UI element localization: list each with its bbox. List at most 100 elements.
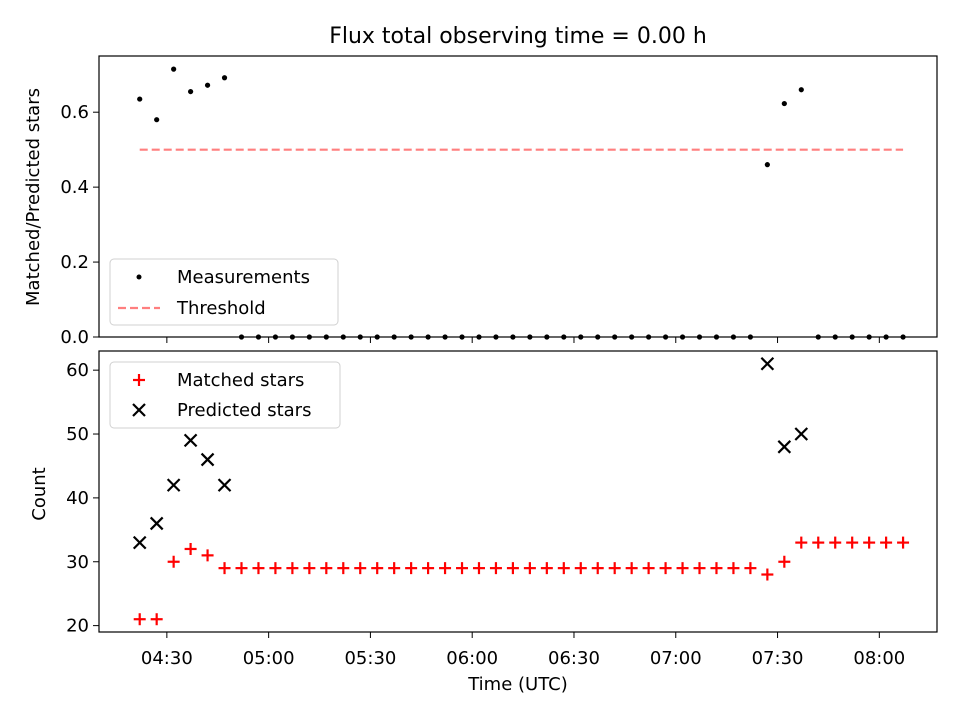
chart-title: Flux total observing time = 0.00 h <box>329 24 707 49</box>
top-y-axis-label: Matched/Predicted stars <box>23 88 44 306</box>
bottom-y-tick-label: 20 <box>66 616 89 637</box>
matched-star-point <box>608 562 621 575</box>
top-y-tick-label: 0.2 <box>60 252 89 273</box>
matched-star-point <box>812 536 825 549</box>
measurement-point <box>357 334 363 340</box>
matched-star-point <box>184 542 197 555</box>
top-legend-box <box>109 258 339 326</box>
bottom-y-tick-label: 30 <box>66 552 89 573</box>
measurement-point <box>849 334 855 340</box>
matched-star-point <box>303 562 316 575</box>
predicted-star-point <box>132 535 147 550</box>
bottom-axes: 20 30 40 50 60 04:30 05:00 05:30 06:00 06:30 07:0… <box>29 350 938 695</box>
matched-star-point <box>133 613 146 626</box>
legend-threshold-label: Threshold <box>176 298 266 319</box>
bottom-x-tick-label: 04:30 <box>141 648 193 669</box>
bottom-x-tick-label: 07:00 <box>650 648 702 669</box>
top-axes: 0.0 0.2 0.4 0.6 Matched/Predicted stars Mea… <box>23 55 938 348</box>
measurement-point <box>425 334 431 340</box>
matched-star-point <box>795 536 808 549</box>
matched-star-point <box>727 562 740 575</box>
matched-star-point <box>523 562 536 575</box>
legend-predicted-label: Predicted stars <box>177 400 311 421</box>
measurement-point <box>137 96 143 102</box>
bottom-y-tick-label: 40 <box>66 488 89 509</box>
measurement-point <box>459 334 465 340</box>
bottom-x-tick-label: 08:00 <box>853 648 905 669</box>
measurement-point <box>221 75 228 81</box>
legend-matched-label: Matched stars <box>177 370 304 391</box>
bottom-y-tick-label: 60 <box>66 360 89 381</box>
measurement-point <box>679 334 686 340</box>
measurement-point <box>323 334 329 340</box>
bottom-y-axis-label: Count <box>29 467 50 520</box>
matched-star-point <box>235 562 248 575</box>
measurement-point <box>527 334 533 340</box>
measurement-point <box>662 334 669 340</box>
matched-star-point <box>761 568 774 581</box>
matched-star-point <box>710 562 723 575</box>
top-y-ticks: 0.0 0.2 0.4 0.6 <box>60 102 99 348</box>
bottom-x-tick-label: 06:30 <box>548 648 600 669</box>
matched-star-point <box>405 562 418 575</box>
matched-star-point <box>880 536 893 549</box>
measurement-point <box>883 334 889 340</box>
measurement-point <box>510 334 516 340</box>
measurement-point <box>832 334 838 340</box>
predicted-star-point <box>760 356 775 371</box>
bottom-x-tick-label: 06:00 <box>446 648 498 669</box>
measurement-point <box>476 334 482 340</box>
matched-star-point <box>506 562 519 575</box>
bottom-x-tick-label: 05:30 <box>344 648 396 669</box>
bottom-x-tick-label: 07:30 <box>752 648 804 669</box>
top-legend: Measurements Threshold <box>109 258 339 326</box>
measurement-point <box>747 334 754 340</box>
matched-star-point <box>676 562 689 575</box>
matched-star-point <box>388 562 401 575</box>
measurement-point <box>781 100 787 107</box>
matched-star-point <box>897 536 910 549</box>
matched-star-point <box>286 562 299 575</box>
matched-star-point <box>337 562 350 575</box>
matched-star-point <box>269 562 282 575</box>
measurement-point <box>391 334 397 340</box>
bottom-legend: Matched stars Predicted stars <box>109 361 341 429</box>
top-axes-frame <box>98 55 938 338</box>
matched-star-point <box>201 549 214 562</box>
bottom-data-marks <box>132 356 910 626</box>
measurement-point <box>646 334 652 340</box>
legend-measurements-marker <box>136 274 142 280</box>
matched-star-point <box>371 562 384 575</box>
measurement-point <box>374 334 380 340</box>
measurement-point <box>154 117 160 123</box>
predicted-star-point <box>149 516 164 531</box>
matched-star-point <box>354 562 367 575</box>
measurement-point <box>561 334 567 340</box>
measurement-point <box>289 334 295 340</box>
predicted-star-point <box>183 433 198 448</box>
matched-star-point <box>778 555 791 568</box>
measurement-point <box>238 334 245 340</box>
measurement-point <box>171 66 177 72</box>
legend-matched-marker <box>133 374 145 386</box>
legend-measurements-label: Measurements <box>177 267 310 288</box>
matched-star-point <box>863 536 876 549</box>
measurement-point <box>713 334 720 340</box>
measurement-point <box>866 334 872 340</box>
legend-predicted-marker <box>132 403 146 417</box>
matched-star-point <box>167 555 180 568</box>
top-y-tick-label: 0.4 <box>60 177 89 198</box>
matched-star-point <box>439 562 452 575</box>
top-y-tick-label: 0.6 <box>60 102 89 123</box>
bottom-y-tick-label: 50 <box>66 424 89 445</box>
matched-star-point <box>574 562 587 575</box>
measurement-point <box>578 334 584 340</box>
matched-star-point <box>252 562 265 575</box>
measurement-point <box>340 334 346 340</box>
matched-star-point <box>320 562 333 575</box>
measurement-point <box>612 334 618 340</box>
measurement-point <box>204 82 211 88</box>
predicted-star-point <box>777 440 792 454</box>
bottom-x-tick-label: 05:00 <box>243 648 295 669</box>
